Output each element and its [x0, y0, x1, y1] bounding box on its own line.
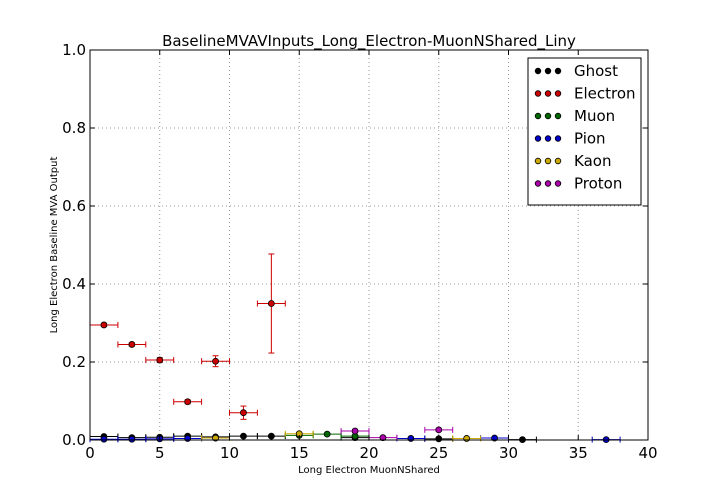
- y-tick-label: 0.2: [62, 353, 86, 371]
- data-point: [184, 435, 192, 442]
- legend-marker: [554, 135, 562, 142]
- ticks: 0 5 10 15 20 25 30 35 40 0.0 0.2 0.4 0.6 0.8 1.0: [62, 41, 657, 462]
- y-tick-label: 0.4: [62, 275, 86, 293]
- legend-marker: [534, 112, 542, 120]
- data-point: [267, 432, 275, 440]
- series-proton: [340, 426, 454, 442]
- x-tick-label: 5: [155, 444, 165, 462]
- series-electron: [89, 253, 286, 420]
- y-axis-label: Long Electron Baseline MVA Output: [49, 157, 60, 334]
- legend-marker: [544, 67, 552, 75]
- legend-marker: [554, 112, 562, 120]
- legend-label-ghost: Ghost: [574, 62, 618, 80]
- x-tick-label: 25: [429, 444, 448, 462]
- legend-marker: [544, 90, 552, 97]
- data-point: [407, 435, 415, 442]
- legend-marker: [544, 112, 552, 120]
- data-point: [184, 398, 192, 406]
- legend-marker: [554, 67, 562, 75]
- x-tick-label: 15: [290, 444, 309, 462]
- data-point: [379, 434, 387, 442]
- x-axis-label: Long Electron MuonNShared: [298, 465, 440, 476]
- y-tick-label: 0.8: [62, 119, 86, 137]
- y-tick-label: 0.0: [62, 431, 86, 449]
- data-point: [156, 356, 164, 364]
- legend-marker: [534, 180, 542, 187]
- data-point: [100, 435, 108, 443]
- data-point: [267, 300, 275, 307]
- legend: Ghost Electron Muon Pion Kaon Proton: [527, 57, 642, 206]
- legend-marker: [544, 180, 552, 187]
- data-point: [323, 430, 331, 438]
- legend-box: [527, 57, 642, 206]
- x-tick-label: 30: [499, 444, 518, 462]
- legend-marker: [554, 180, 562, 187]
- legend-marker: [554, 157, 562, 165]
- x-tick-label: 40: [638, 444, 657, 462]
- legend-marker: [534, 67, 542, 75]
- y-tick-label: 0.6: [62, 197, 86, 215]
- legend-label-muon: Muon: [574, 107, 615, 125]
- legend-marker: [534, 135, 542, 142]
- legend-marker: [544, 157, 552, 165]
- x-tick-label: 20: [359, 444, 378, 462]
- data-point: [240, 432, 247, 440]
- legend-label-pion: Pion: [574, 130, 606, 148]
- x-tick-label: 35: [569, 444, 588, 462]
- data-point: [212, 357, 219, 365]
- legend-marker: [554, 90, 562, 97]
- legend-label-electron: Electron: [574, 85, 636, 103]
- data-point: [128, 435, 136, 443]
- data-point: [240, 409, 247, 417]
- y-tick-label: 1.0: [62, 41, 86, 59]
- data-point: [351, 427, 359, 435]
- legend-label-kaon: Kaon: [574, 152, 611, 170]
- data-point: [463, 435, 471, 442]
- chart-title: BaselineMVAVInputs_Long_Electron-MuonNSh…: [162, 32, 576, 51]
- x-tick-label: 10: [220, 444, 239, 462]
- data-point: [128, 341, 136, 348]
- legend-marker: [544, 135, 552, 142]
- data-point: [435, 426, 443, 434]
- data-point: [100, 321, 108, 329]
- x-tick-label: 0: [85, 444, 95, 462]
- legend-label-proton: Proton: [574, 175, 622, 193]
- legend-marker: [534, 90, 542, 97]
- legend-marker: [534, 157, 542, 165]
